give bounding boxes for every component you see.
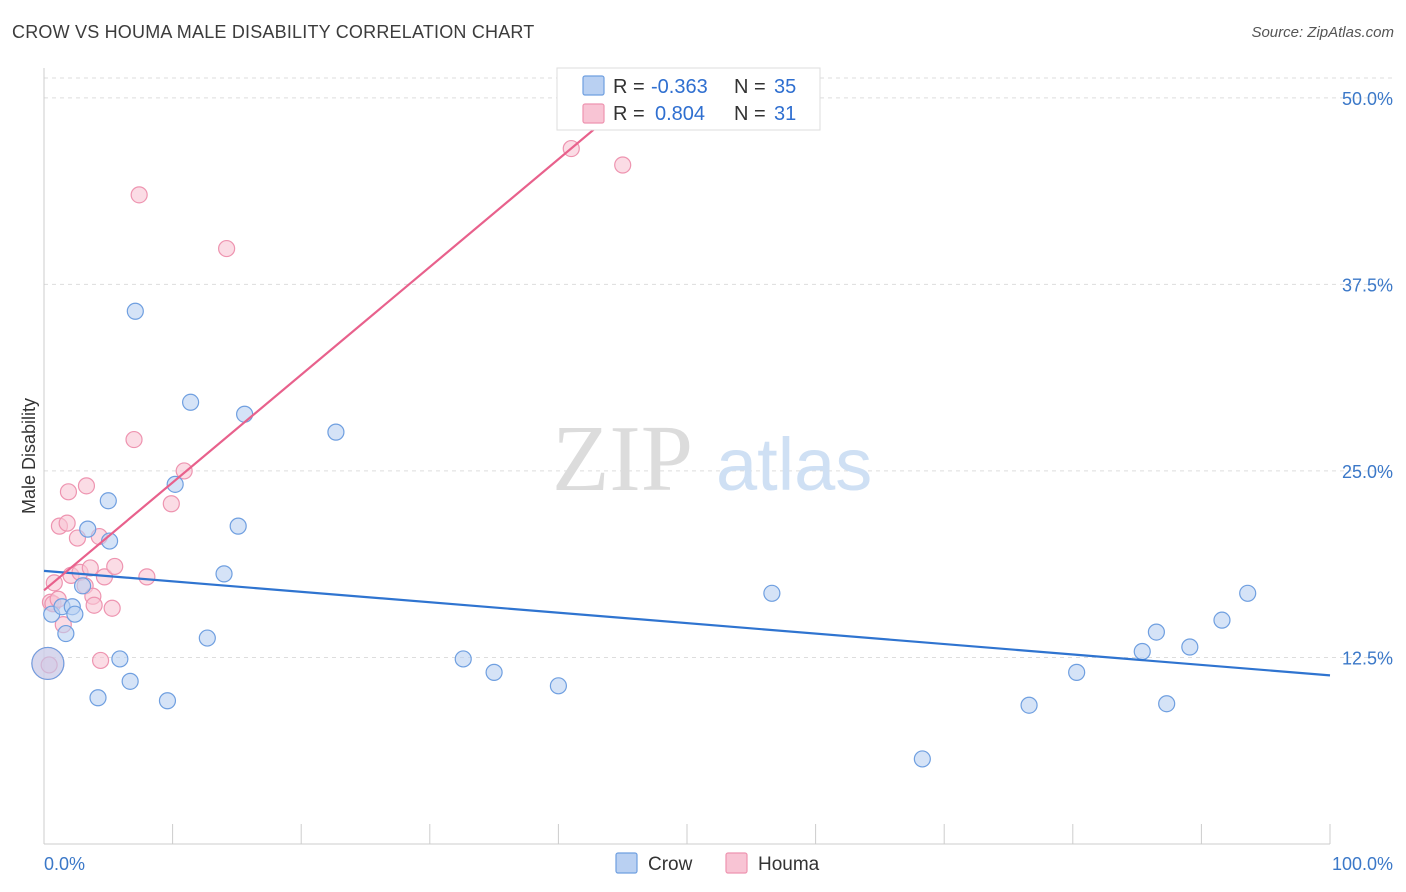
bottom-legend-swatch-crow [615,852,638,874]
crow-point-3 [57,624,75,643]
x-max-label: 100.0% [1332,854,1393,874]
bottom-legend-label-crow: Crow [648,854,693,875]
crow-point-9 [99,492,117,510]
houma-point-7 [58,514,76,532]
crow-point-7 [79,520,97,538]
crow-point-15 [166,475,184,493]
crow-point-0 [31,646,65,681]
crow-point-31 [1158,695,1176,713]
legend-r-label-crow: R = [613,76,645,98]
crow-point-16 [182,393,200,411]
watermark-zip: ZIP [552,407,693,511]
crow-trend-line [43,569,1331,677]
crow-point-27 [1020,696,1038,714]
y-tick-label-0: 12.5% [1342,648,1393,668]
crow-point-23 [485,663,503,681]
crow-point-28 [1068,663,1086,681]
crow-point-13 [126,302,144,320]
houma-point-20 [103,599,121,617]
bottom-legend-swatch-houma [725,852,748,874]
crow-point-29 [1133,642,1151,661]
houma-point-27 [218,239,236,258]
x-ticks [43,824,1331,844]
grid-lines [44,77,1393,658]
crow-point-26 [913,750,931,768]
houma-point-16 [85,596,103,614]
legend-swatch-crow [582,75,605,96]
y-tick-label-3: 50.0% [1342,89,1393,109]
watermark: ZIP atlas [552,407,872,511]
houma-point-13 [77,477,96,495]
crow-point-22 [454,650,472,668]
crow-point-20 [236,405,254,423]
watermark-atlas: atlas [716,423,872,506]
houma-point-22 [125,430,143,449]
houma-point-24 [138,568,156,586]
crow-point-12 [121,672,139,690]
legend-n-label-houma: N = [734,103,766,125]
houma-point-8 [59,483,78,501]
crow-point-8 [89,689,107,707]
y-tick-label-2: 37.5% [1342,275,1393,295]
x-min-label: 0.0% [44,854,85,874]
crow-point-19 [229,517,247,535]
source-credit: Source: ZipAtlas.com [1251,24,1394,41]
houma-point-25 [162,495,180,513]
crow-point-14 [158,692,177,710]
houma-point-29 [614,156,632,174]
crow-point-11 [111,650,129,668]
legend-r-value-crow: -0.363 [651,76,708,98]
houma-point-23 [130,186,148,204]
crow-points [31,302,1257,768]
crow-point-34 [1239,584,1257,602]
houma-point-14 [81,559,99,577]
y-axis-title: Male Disability [19,398,39,514]
bottom-legend-label-houma: Houma [758,854,820,875]
chart-title: CROW VS HOUMA MALE DISABILITY CORRELATIO… [12,22,535,42]
legend-r-label-houma: R = [613,103,645,125]
legend-swatch-houma [582,103,605,124]
crow-point-6 [73,577,92,595]
houma-point-21 [106,557,124,576]
houma-point-18 [91,651,110,670]
y-tick-label-1: 25.0% [1342,462,1393,482]
houma-points [31,139,632,681]
crow-point-30 [1147,623,1165,641]
series-legend: Crow Houma [615,852,820,875]
correlation-legend: R = -0.363 N = 35 R = 0.804 N = 31 [556,67,821,131]
crow-point-18 [215,565,233,583]
legend-n-value-houma: 31 [774,103,796,125]
crow-point-24 [549,677,568,695]
legend-r-value-houma: 0.804 [655,103,705,125]
crow-point-25 [763,584,781,602]
legend-n-value-crow: 35 [774,76,796,98]
trend-lines [43,104,1331,677]
crow-point-17 [198,629,216,647]
y-tick-labels: 12.5% 25.0% 37.5% 50.0% [1342,89,1393,669]
legend-n-label-crow: N = [734,76,766,98]
houma-trend-line [43,104,624,592]
crow-point-32 [1181,638,1199,656]
crow-point-5 [66,605,84,623]
crow-point-33 [1213,611,1231,629]
crow-point-21 [327,423,345,441]
